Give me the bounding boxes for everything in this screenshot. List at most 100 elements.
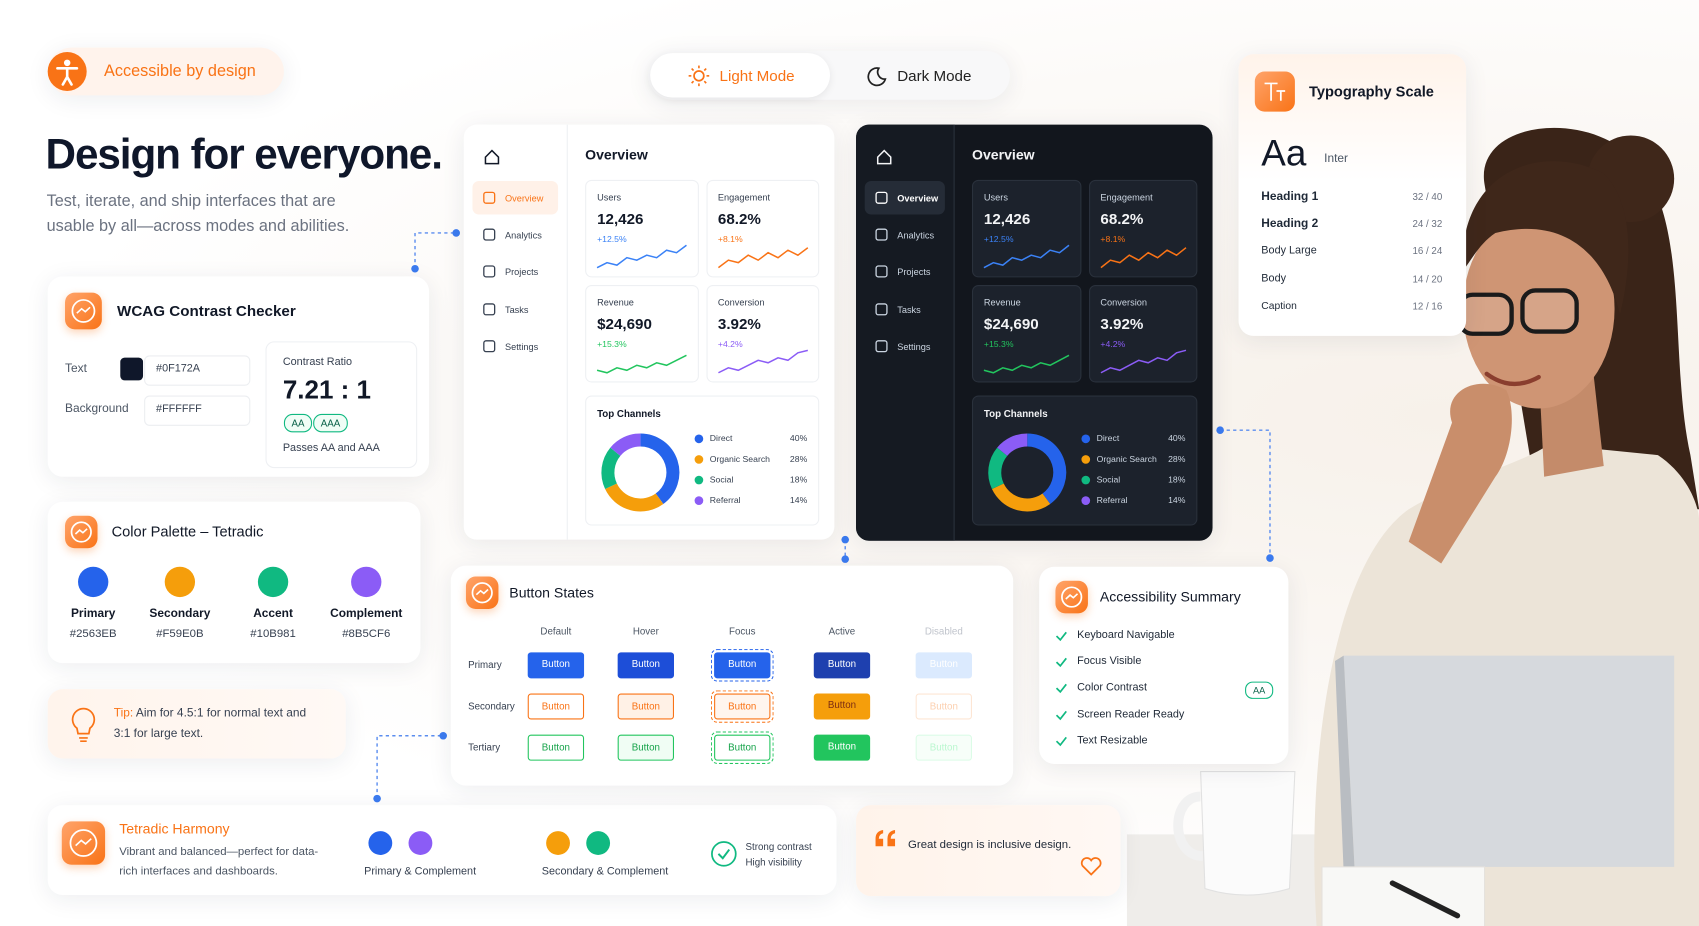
nav-label: Overview: [897, 192, 939, 204]
home-icon: [876, 149, 892, 165]
swatch: [351, 566, 382, 598]
icon-glyph: [76, 306, 91, 314]
demo-button[interactable]: Button: [710, 649, 774, 682]
icon: [1264, 82, 1286, 101]
icon: [69, 829, 98, 857]
nav-label: Analytics: [504, 229, 542, 240]
state-label: Disabled: [924, 625, 963, 637]
text-hex: #0F172A: [156, 363, 201, 375]
demo-button[interactable]: Button: [915, 652, 972, 679]
nav-item[interactable]: Projects: [865, 255, 945, 289]
demo-button-label: Button: [631, 700, 660, 712]
sparkline-box: [717, 247, 808, 269]
tip-card: Tip: Aim for 4.5:1 for normal text and 3…: [47, 689, 346, 759]
connector-dot: [841, 555, 850, 563]
demo-button[interactable]: Button: [915, 734, 972, 761]
kpi-value: 3.92%: [1100, 314, 1144, 333]
check-mark: [1055, 631, 1067, 642]
nav-icon: [483, 265, 496, 278]
legend-swatch: [694, 455, 704, 464]
nav-item[interactable]: Projects: [472, 255, 558, 289]
demo-button[interactable]: Button: [527, 693, 585, 720]
nav-label: Projects: [504, 265, 539, 277]
sparkline: [717, 247, 808, 269]
nav-item[interactable]: Analytics: [472, 218, 558, 252]
demo-button[interactable]: Button: [813, 652, 871, 679]
icon: [1061, 586, 1083, 608]
type-font: Inter: [1324, 152, 1349, 166]
nav-label: Settings: [504, 340, 539, 352]
text-field: [144, 355, 251, 386]
color-hex: #8B5CF6: [342, 627, 391, 641]
legend-swatch: [1081, 475, 1091, 485]
nav-item[interactable]: Settings: [472, 329, 558, 363]
kpi-card: Conversion 3.92% +4.2%: [1088, 284, 1198, 383]
ratio-label: Contrast Ratio: [282, 356, 353, 369]
nav-icon-shape: [483, 340, 496, 353]
kpi-label: Engagement: [1100, 191, 1153, 203]
typography-card: Typography Scale Aa Inter Heading 1 32 / 40 H…: [1238, 54, 1467, 336]
dark-mode-button[interactable]: Dark Mode: [832, 53, 1008, 97]
demo-button[interactable]: Button: [813, 734, 871, 761]
icon: [71, 299, 96, 323]
type-style-size: 12 / 16: [1412, 300, 1443, 312]
dark-mode-label: Dark Mode: [897, 66, 972, 85]
icon-tile: [65, 292, 102, 330]
legend-swatch: [1081, 455, 1091, 464]
demo-button[interactable]: Button: [915, 693, 972, 720]
ratio-box: Contrast Ratio 7.21 : 1 AA AAA Passes AA and…: [265, 341, 418, 469]
color-name: Complement: [330, 607, 403, 621]
kpi-label: Conversion: [717, 296, 765, 308]
nav-icon-shape: [875, 228, 888, 241]
summary-item: Keyboard Navigable: [1077, 629, 1175, 642]
kpi-value: 68.2%: [1100, 209, 1144, 228]
demo-button[interactable]: Button: [617, 734, 674, 761]
color-swatch: [257, 566, 289, 598]
nav-item[interactable]: Overview: [864, 180, 945, 215]
nav-icon: [483, 191, 496, 204]
state-label: Hover: [632, 625, 659, 637]
kpi-change: +8.1%: [717, 234, 743, 245]
nav-label: Projects: [897, 265, 931, 277]
icon-glyph: [1264, 82, 1286, 101]
summary-check: [1055, 710, 1067, 720]
demo-button[interactable]: Button: [617, 652, 674, 679]
demo-button[interactable]: Button: [710, 690, 774, 723]
wcag-badge-text: AA: [291, 417, 305, 429]
nav-item[interactable]: Tasks: [865, 293, 945, 327]
light-mode-button[interactable]: Light Mode: [650, 53, 831, 98]
nav-item[interactable]: Overview: [472, 180, 559, 215]
type-style-name: Heading 1: [1261, 190, 1319, 204]
color-name: Accent: [253, 607, 293, 621]
nav-icon-shape: [875, 340, 888, 353]
bulb-shape: [71, 707, 96, 743]
demo-button-label: Button: [827, 699, 857, 711]
icon-tile: [1254, 71, 1295, 112]
pair-dot: [368, 831, 393, 855]
nav-item[interactable]: Tasks: [472, 293, 558, 327]
sparkline-box: [983, 244, 1070, 269]
nav-item[interactable]: Analytics: [865, 218, 945, 252]
sun-ray: [703, 80, 707, 84]
demo-button[interactable]: Button: [710, 731, 774, 764]
icon-glyph: [75, 838, 92, 847]
connector-dot: [1266, 554, 1274, 562]
nav-label: Tasks: [897, 303, 921, 315]
legend-label: Social: [709, 474, 734, 485]
demo-button[interactable]: Button: [527, 734, 585, 761]
quote-text: Great design is inclusive design.: [908, 838, 1072, 852]
demo-button[interactable]: Button: [617, 693, 674, 720]
dashboard-dark: Overview Analytics Projects Tasks Settings Ov…: [856, 124, 1213, 541]
legend-dot: [1081, 455, 1091, 464]
nav-item[interactable]: Settings: [865, 329, 945, 363]
summary-item: Color Contrast: [1077, 682, 1147, 694]
badge-icon: [47, 52, 87, 92]
demo-button[interactable]: Button: [527, 652, 585, 679]
nav-icon-shape: [483, 191, 496, 204]
connector-dot: [373, 794, 381, 803]
demo-button[interactable]: Button: [813, 693, 871, 720]
text-swatch: [120, 357, 144, 381]
demo-button-label: Button: [728, 658, 757, 670]
hair-front: [1462, 161, 1629, 315]
